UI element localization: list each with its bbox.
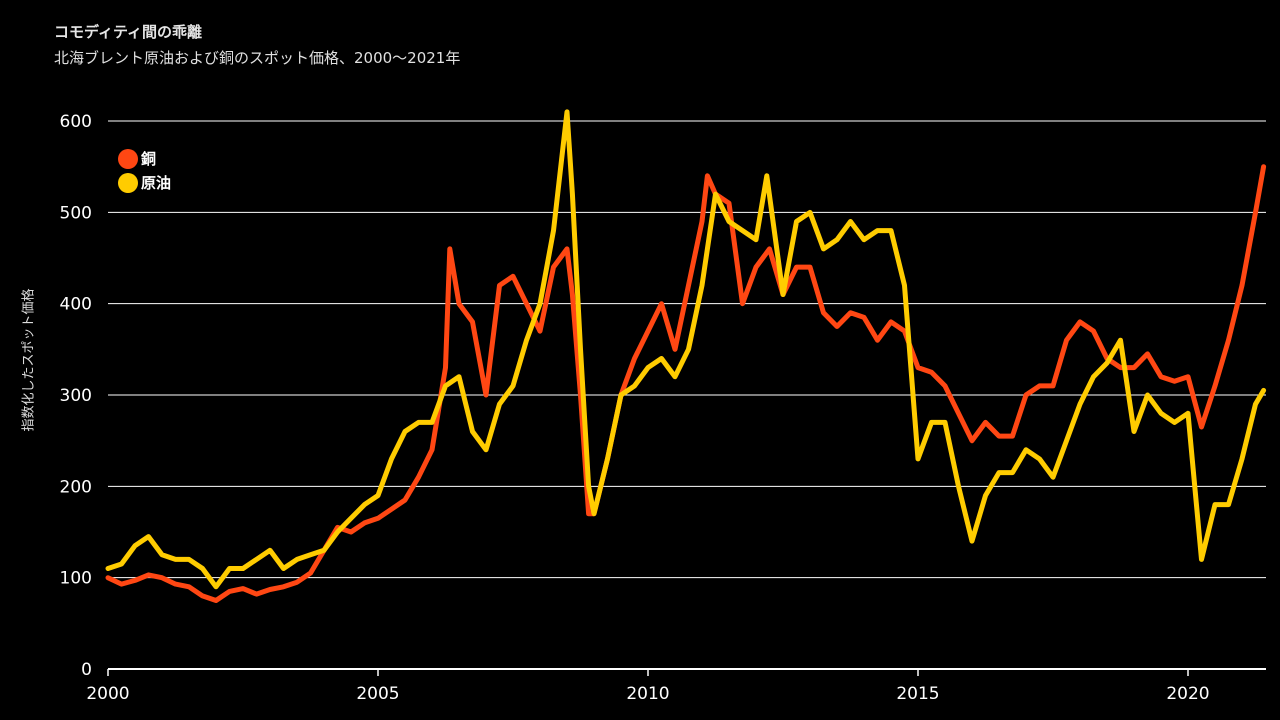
x-tick-label: 2015	[896, 684, 939, 704]
x-tick-label: 2005	[356, 684, 399, 704]
legend-item-copper: 銅	[118, 148, 156, 169]
y-tick-label: 500	[60, 203, 92, 223]
chart-title: コモディティ間の乖離	[54, 23, 203, 41]
x-tick-label: 2000	[86, 684, 129, 704]
copper-series-line	[105, 164, 1267, 603]
legend-label-copper: 銅	[141, 150, 157, 168]
y-tick-label: 0	[81, 660, 92, 680]
chart-subtitle: 北海ブレント原油および銅のスポット価格、2000〜2021年	[54, 49, 461, 67]
y-tick-label: 100	[60, 569, 92, 589]
legend-label-oil: 原油	[141, 174, 172, 192]
y-tick-label: 300	[60, 386, 92, 406]
y-tick-label: 400	[60, 295, 92, 315]
y-tick-label: 600	[60, 112, 92, 132]
copper-legend-swatch	[118, 148, 138, 169]
x-tick-label: 2020	[1166, 684, 1209, 704]
y-tick-label: 200	[60, 477, 92, 497]
x-tick-label: 2010	[626, 684, 669, 704]
oil-series-line	[105, 109, 1267, 590]
oil-legend-swatch	[118, 172, 138, 193]
legend-item-oil: 原油	[118, 172, 171, 193]
